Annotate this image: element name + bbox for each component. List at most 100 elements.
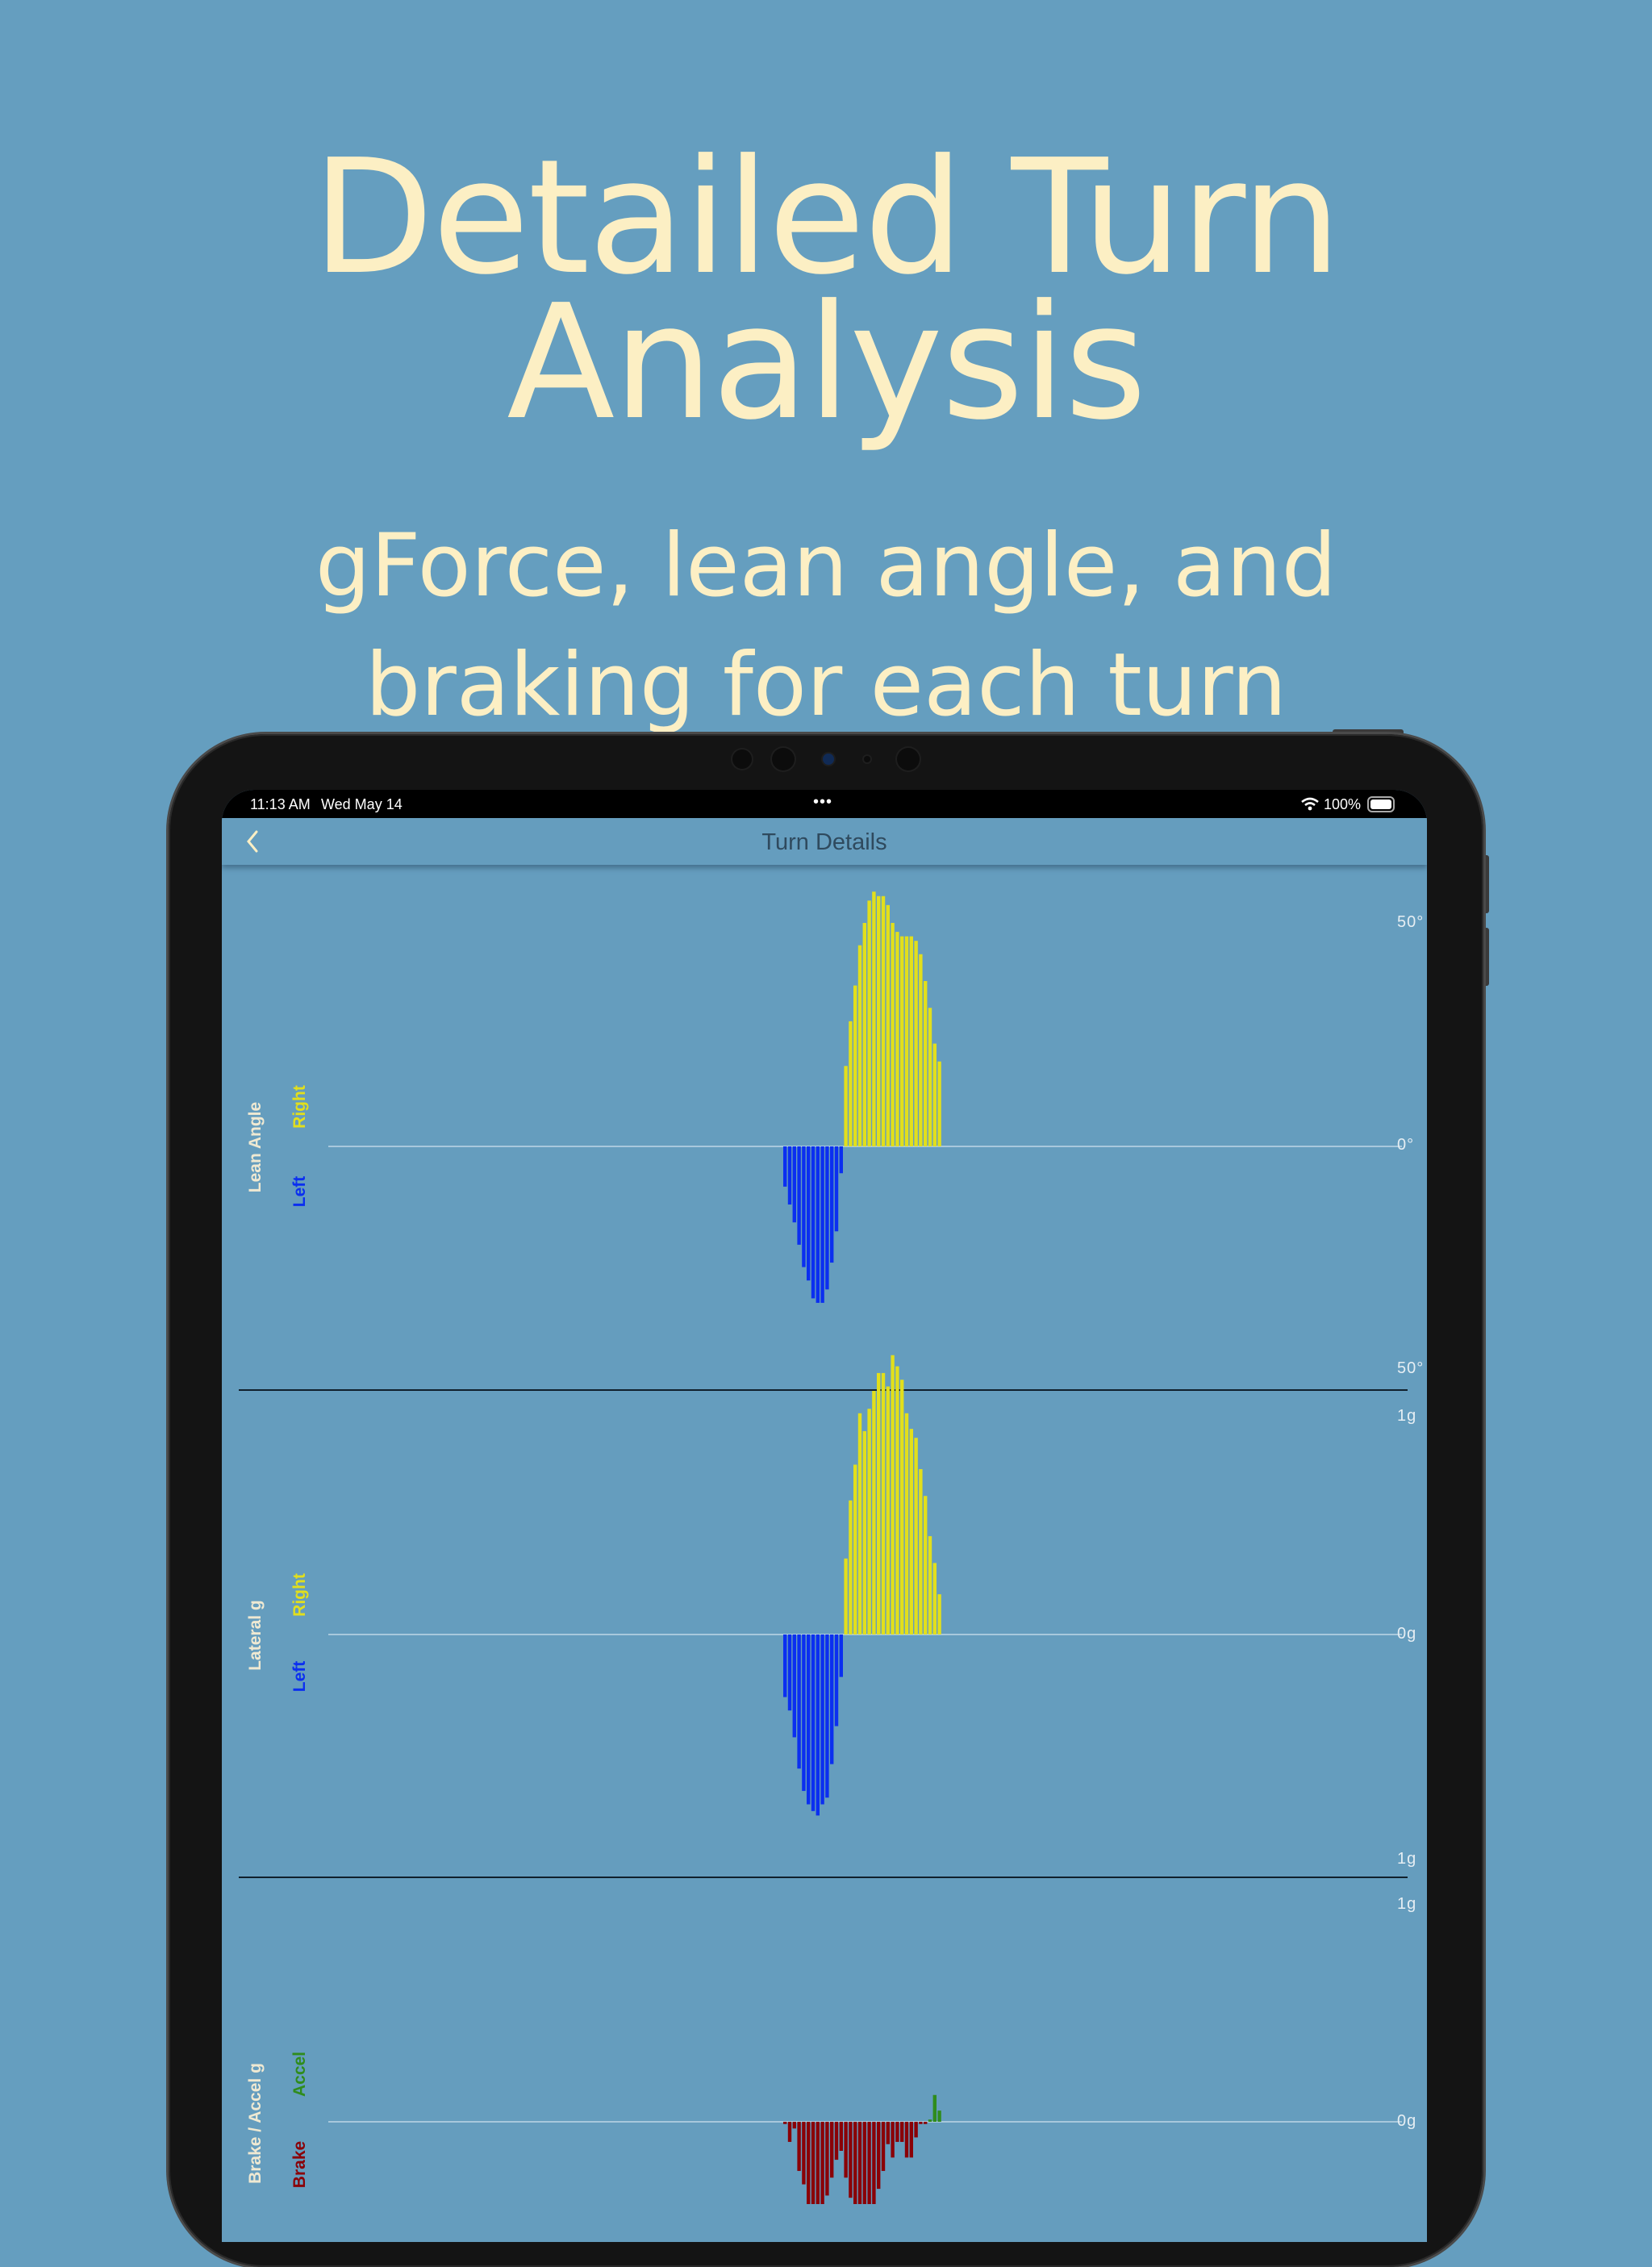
bar-negative	[872, 2122, 876, 2204]
bar-positive	[877, 896, 881, 1146]
camera-sensor	[732, 749, 752, 769]
bar-positive	[937, 1594, 941, 1634]
battery-icon	[1367, 796, 1395, 812]
bar-positive	[862, 1430, 866, 1634]
tick-label: 1g	[1397, 1407, 1417, 1425]
tick-label: 50°	[1397, 913, 1425, 931]
bar-positive	[857, 1413, 862, 1634]
bar-positive	[862, 923, 866, 1146]
bar-negative	[792, 2122, 796, 2129]
bar-negative	[853, 2122, 857, 2204]
bar-positive	[937, 2110, 941, 2122]
bar-negative	[797, 1146, 801, 1245]
bar-negative	[904, 2122, 909, 2158]
bar-negative	[834, 1146, 839, 1232]
bar-negative	[811, 2122, 816, 2204]
bar-negative	[881, 2122, 886, 2171]
bar-negative	[914, 2122, 918, 2138]
bar-negative	[787, 1146, 792, 1205]
bar-negative	[802, 1146, 806, 1267]
bar-positive	[900, 936, 904, 1146]
bar-positive	[895, 932, 899, 1146]
bar-negative	[820, 1634, 824, 1805]
ipad-screen: 11:13 AM Wed May 14 ••• 100% Turn Detail…	[222, 790, 1427, 2242]
bar-positive	[886, 904, 890, 1146]
bar-positive	[881, 896, 886, 1146]
bar-negative	[886, 2122, 890, 2144]
camera-sensor	[772, 748, 795, 770]
bar-negative	[783, 1634, 787, 1697]
camera-sensor	[864, 756, 870, 762]
bar-positive	[932, 1563, 937, 1634]
bar-positive	[932, 1043, 937, 1146]
bar-positive	[844, 1066, 848, 1146]
camera-lens-icon	[823, 754, 834, 765]
battery-percent: 100%	[1324, 796, 1362, 812]
bar-positive	[904, 1413, 909, 1634]
bar-positive	[909, 1429, 913, 1634]
bar-positive	[914, 941, 918, 1146]
bar-negative	[807, 2122, 811, 2204]
bar-negative	[919, 2122, 923, 2124]
bar-negative	[877, 2122, 881, 2190]
subtitle-line-2: braking for each turn	[365, 635, 1287, 736]
legend-negative: Left	[290, 1660, 309, 1693]
top-button	[1333, 729, 1404, 736]
bar-negative	[816, 1634, 820, 1816]
y-axis-label: Brake / Accel g	[246, 2063, 265, 2184]
bar-negative	[816, 2122, 820, 2204]
bar-positive	[867, 900, 871, 1146]
bar-positive	[924, 981, 928, 1146]
bar-positive	[937, 1061, 941, 1146]
bar-positive	[904, 936, 909, 1146]
bar-negative	[891, 2122, 895, 2158]
bar-negative	[830, 1146, 834, 1263]
bar-positive	[849, 1021, 853, 1146]
bar-negative	[830, 1634, 834, 1764]
bar-negative	[924, 2122, 928, 2124]
bar-negative	[830, 2122, 834, 2178]
nav-bar: Turn Details	[222, 818, 1427, 865]
tick-label: 0°	[1397, 1136, 1415, 1154]
bar-negative	[895, 2122, 899, 2142]
bar-positive	[872, 891, 876, 1146]
tick-label: 1g	[1397, 1895, 1417, 1913]
bar-negative	[834, 2122, 839, 2161]
legend-negative: Left	[290, 1175, 309, 1208]
chevron-left-icon[interactable]	[244, 829, 261, 854]
bar-negative	[820, 1146, 824, 1303]
multitask-dots-icon[interactable]: •••	[813, 793, 833, 811]
bar-negative	[783, 2122, 787, 2124]
bar-negative	[825, 2122, 829, 2196]
headline-line-2: Analysis	[507, 271, 1147, 455]
bar-negative	[802, 2122, 806, 2185]
bar-positive	[849, 1500, 853, 1634]
bar-negative	[900, 2122, 904, 2142]
subtitle: gForce, lean angle, and braking for each…	[0, 507, 1652, 745]
bar-negative	[839, 1146, 843, 1174]
nav-title: Turn Details	[761, 829, 887, 855]
legend-positive: Right	[290, 1573, 309, 1617]
bar-positive	[895, 1366, 899, 1634]
bar-negative	[816, 1146, 820, 1303]
legend-negative: Brake	[290, 2140, 309, 2189]
bar-negative	[787, 2122, 792, 2142]
bar-negative	[797, 2122, 801, 2171]
tick-label: 0g	[1397, 2112, 1417, 2130]
bar-positive	[924, 1496, 928, 1634]
bar-negative	[797, 1634, 801, 1769]
bar-negative	[792, 1634, 796, 1738]
bar-positive	[919, 1469, 923, 1634]
bar-negative	[811, 1146, 816, 1299]
volume-down-button	[1483, 928, 1489, 986]
bar-positive	[853, 985, 857, 1146]
bar-positive	[881, 1372, 886, 1634]
legend-positive: Accel	[290, 2051, 309, 2098]
bar-negative	[844, 2122, 848, 2178]
tick-label: 50°	[1397, 1359, 1425, 1377]
bar-negative	[783, 1146, 787, 1187]
bar-negative	[857, 2122, 862, 2204]
bar-negative	[787, 1634, 792, 1711]
headline: Detailed Turn Analysis	[0, 139, 1652, 455]
bar-negative	[909, 2122, 913, 2158]
